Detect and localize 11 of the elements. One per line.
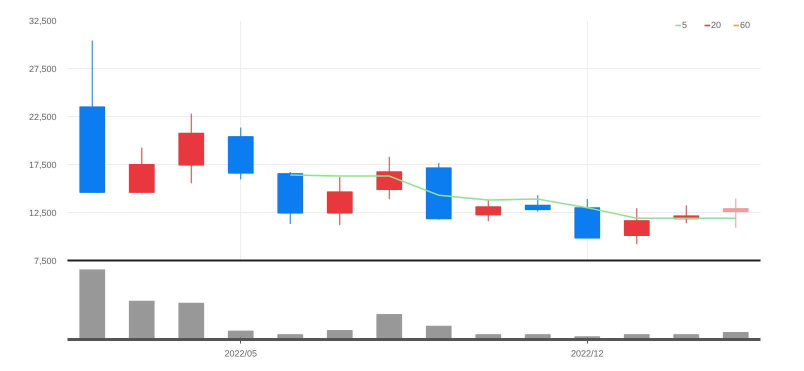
y-tick-label: 12,500 (28, 208, 57, 218)
x-tick-label: 2022/05 (224, 348, 258, 358)
y-tick-label: 32,500 (28, 16, 57, 26)
legend-label: 5 (682, 20, 688, 30)
x-tick-label: 2022/12 (570, 348, 604, 358)
y-tick-label: 7,500 (34, 256, 57, 266)
y-tick-label: 17,500 (28, 160, 57, 170)
legend-label: 20 (711, 20, 722, 30)
legend-label: 60 (740, 20, 752, 30)
y-tick-label: 22,500 (28, 112, 57, 122)
y-tick-label: 27,500 (28, 64, 57, 74)
